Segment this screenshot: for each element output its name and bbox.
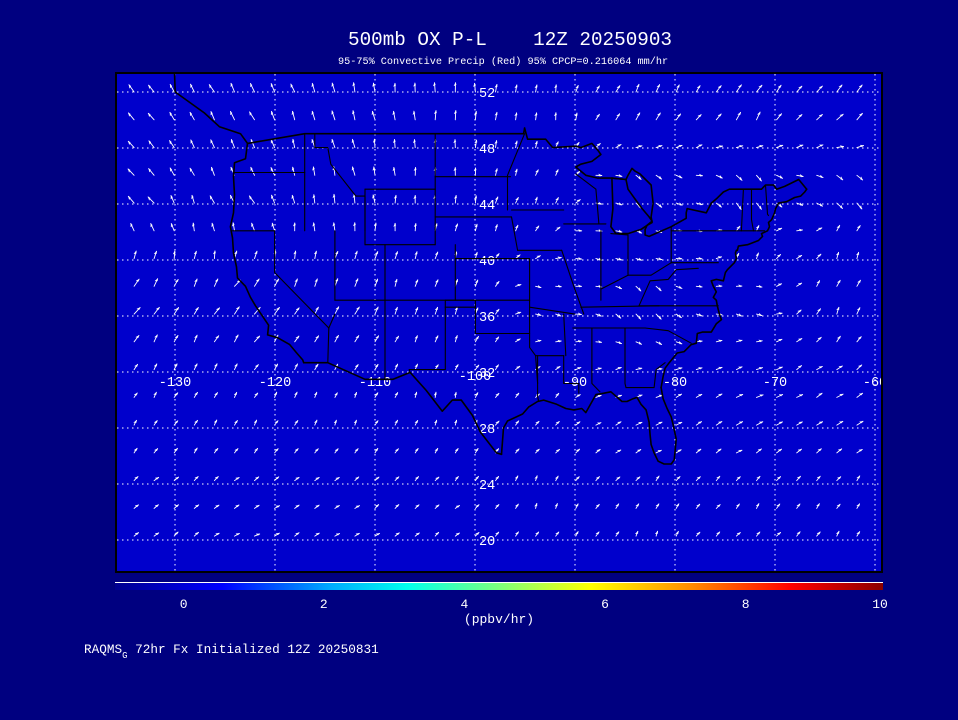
- svg-text:4: 4: [460, 597, 468, 612]
- svg-text:52: 52: [479, 87, 495, 102]
- svg-text:-80: -80: [663, 376, 687, 391]
- svg-text:10: 10: [872, 597, 888, 612]
- svg-text:RAQMSG 72hr Fx Initialized 12: RAQMSG 72hr Fx Initialized 12Z 20250831: [84, 642, 379, 661]
- svg-text:44: 44: [479, 199, 495, 214]
- svg-text:6: 6: [601, 597, 609, 612]
- svg-text:2: 2: [320, 597, 328, 612]
- svg-text:36: 36: [479, 311, 495, 326]
- svg-text:(ppbv/hr): (ppbv/hr): [464, 612, 534, 627]
- svg-text:28: 28: [479, 423, 495, 438]
- svg-text:0: 0: [180, 597, 188, 612]
- svg-text:-100: -100: [459, 370, 491, 385]
- svg-text:-70: -70: [763, 376, 787, 391]
- svg-text:-120: -120: [259, 376, 291, 391]
- svg-text:8: 8: [742, 597, 750, 612]
- svg-text:20: 20: [479, 535, 495, 550]
- svg-text:-60: -60: [863, 376, 883, 391]
- svg-text:24: 24: [479, 479, 495, 494]
- svg-text:48: 48: [479, 143, 495, 158]
- svg-text:40: 40: [479, 255, 495, 270]
- svg-text:-130: -130: [159, 376, 191, 391]
